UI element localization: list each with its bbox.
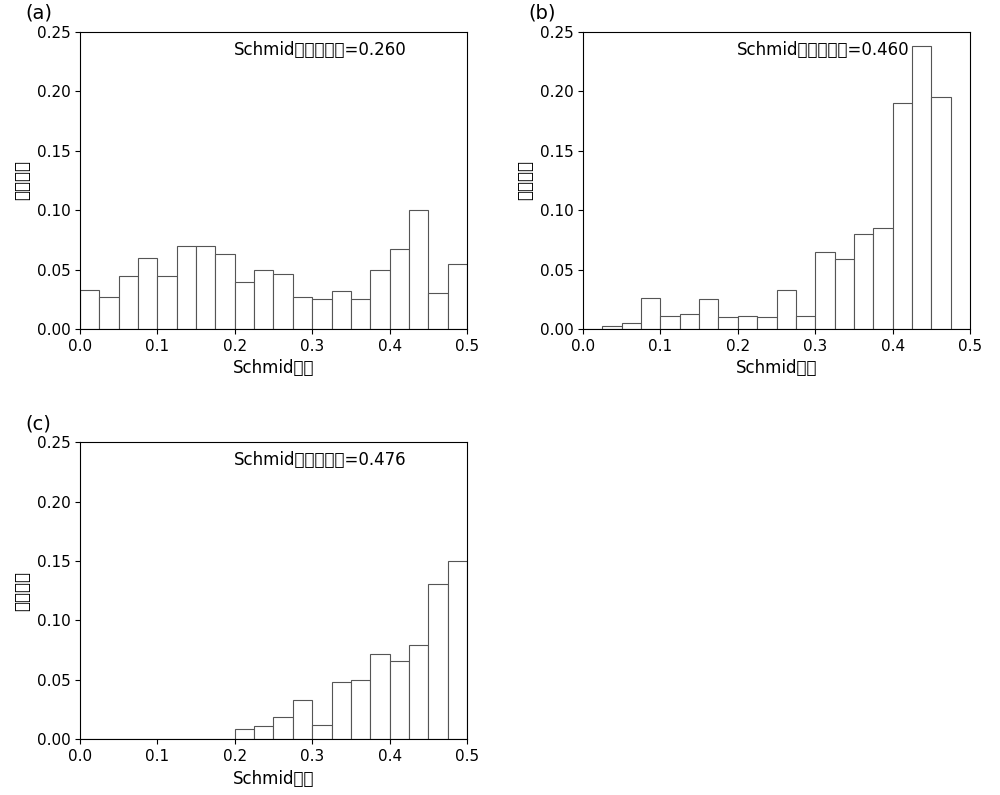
Bar: [312, 725, 332, 739]
Bar: [80, 290, 99, 329]
Bar: [680, 314, 699, 329]
Bar: [796, 316, 815, 329]
Bar: [196, 246, 215, 329]
Bar: [138, 258, 157, 329]
Bar: [99, 297, 119, 329]
Bar: [873, 228, 893, 329]
Bar: [312, 300, 332, 329]
Bar: [351, 300, 370, 329]
Bar: [293, 700, 312, 739]
Bar: [157, 276, 177, 329]
Bar: [235, 729, 254, 739]
Y-axis label: 所占比例: 所占比例: [13, 571, 31, 611]
Bar: [409, 646, 428, 739]
Text: (a): (a): [26, 4, 53, 23]
Bar: [273, 717, 293, 739]
Bar: [699, 300, 718, 329]
Bar: [177, 246, 196, 329]
Text: Schmid因子平均值=0.476: Schmid因子平均值=0.476: [234, 451, 406, 469]
Bar: [757, 317, 777, 329]
Bar: [815, 252, 835, 329]
Y-axis label: 所占比例: 所占比例: [13, 161, 31, 200]
Text: (c): (c): [26, 414, 52, 433]
X-axis label: Schmid因子: Schmid因子: [736, 359, 817, 378]
Bar: [854, 234, 873, 329]
Bar: [370, 270, 390, 329]
Bar: [254, 727, 273, 739]
Bar: [738, 316, 757, 329]
Bar: [119, 276, 138, 329]
X-axis label: Schmid因子: Schmid因子: [233, 359, 314, 378]
Text: (b): (b): [529, 4, 556, 23]
Bar: [293, 297, 312, 329]
Bar: [893, 103, 912, 329]
Bar: [428, 293, 448, 329]
Bar: [390, 661, 409, 739]
Bar: [622, 323, 641, 329]
Bar: [409, 210, 428, 329]
Bar: [332, 682, 351, 739]
Bar: [390, 250, 409, 329]
Bar: [718, 317, 738, 329]
Bar: [660, 316, 680, 329]
Bar: [835, 259, 854, 329]
Bar: [332, 291, 351, 329]
Bar: [602, 325, 622, 329]
Bar: [912, 46, 931, 329]
Bar: [215, 254, 235, 329]
Y-axis label: 所占比例: 所占比例: [516, 161, 534, 200]
Bar: [641, 298, 660, 329]
Bar: [428, 584, 448, 739]
Bar: [273, 274, 293, 329]
Bar: [777, 290, 796, 329]
Bar: [235, 281, 254, 329]
X-axis label: Schmid因子: Schmid因子: [233, 770, 314, 788]
Text: Schmid因子平均值=0.460: Schmid因子平均值=0.460: [737, 41, 909, 59]
Bar: [931, 97, 951, 329]
Bar: [351, 680, 370, 739]
Bar: [448, 561, 467, 739]
Bar: [448, 264, 467, 329]
Bar: [370, 653, 390, 739]
Bar: [254, 270, 273, 329]
Text: Schmid因子平均值=0.260: Schmid因子平均值=0.260: [234, 41, 406, 59]
